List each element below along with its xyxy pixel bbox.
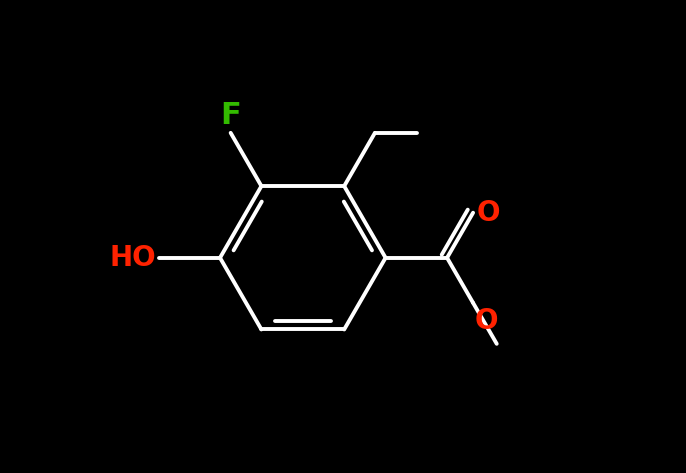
Text: HO: HO [110,244,156,272]
Text: F: F [220,102,241,131]
Text: O: O [477,199,500,227]
Text: O: O [475,307,498,334]
